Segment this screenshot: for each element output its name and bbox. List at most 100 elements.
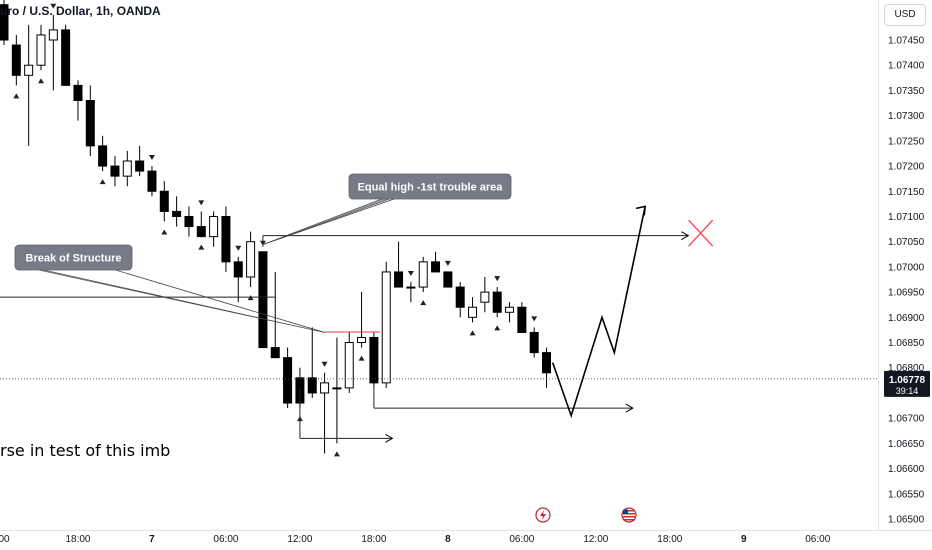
y-tick-label: 1.06600 bbox=[888, 464, 925, 475]
candle-body bbox=[98, 145, 108, 167]
up-marker bbox=[420, 300, 427, 306]
candle-body bbox=[233, 261, 243, 278]
x-tick-label: 18:00 bbox=[361, 534, 386, 545]
down-marker bbox=[235, 245, 242, 251]
candle-body bbox=[480, 291, 490, 303]
candle-body bbox=[406, 286, 416, 289]
candle bbox=[36, 24, 46, 71]
candle bbox=[344, 332, 354, 393]
candle-body bbox=[258, 251, 268, 349]
projection-path bbox=[551, 206, 646, 419]
up-marker bbox=[13, 93, 20, 99]
y-tick-label: 1.06950 bbox=[888, 288, 925, 299]
candle bbox=[381, 261, 391, 388]
candle bbox=[480, 276, 490, 313]
down-marker bbox=[198, 200, 205, 206]
us-flag-stripe bbox=[623, 516, 635, 518]
us-flag-event-icon bbox=[621, 507, 637, 523]
candle bbox=[24, 24, 34, 146]
candle bbox=[406, 282, 416, 303]
candle-body bbox=[468, 306, 478, 318]
candle-body bbox=[283, 357, 293, 404]
candle-body bbox=[135, 160, 145, 172]
y-tick-label: 1.06500 bbox=[888, 515, 925, 526]
up-marker bbox=[333, 451, 340, 457]
y-tick-label: 1.07200 bbox=[888, 162, 925, 173]
x-tick-label: 06:00 bbox=[213, 534, 238, 545]
y-tick-label: 1.06700 bbox=[888, 414, 925, 425]
down-marker bbox=[494, 276, 501, 282]
y-tick-label: 1.06900 bbox=[888, 313, 925, 324]
candle bbox=[455, 282, 465, 318]
candle bbox=[529, 327, 539, 358]
x-tick-label: 8 bbox=[445, 534, 451, 545]
y-axis: 1.07450 1.07400 1.07350 1.07300 1.07250 1.072… bbox=[884, 36, 930, 526]
y-tick-label: 1.06800 bbox=[888, 363, 925, 374]
candle-body bbox=[431, 261, 441, 273]
y-tick-label: 1.06650 bbox=[888, 439, 925, 450]
us-flag-stripe bbox=[623, 510, 635, 512]
candle-body bbox=[196, 226, 206, 238]
candle-body bbox=[48, 29, 58, 41]
equal-high-callout-label: Equal high -1st trouble area bbox=[358, 182, 504, 194]
candle bbox=[147, 166, 157, 197]
candle-body bbox=[0, 4, 9, 41]
candle-body bbox=[221, 215, 231, 263]
break-of-structure-callout: Break of Structure bbox=[14, 244, 325, 333]
y-tick-label: 1.07300 bbox=[888, 111, 925, 122]
candle bbox=[431, 251, 441, 273]
lightning-event-icon bbox=[535, 507, 551, 523]
break-of-structure-callout-label: Break of Structure bbox=[26, 253, 122, 265]
candle-body bbox=[357, 336, 367, 344]
candle bbox=[221, 206, 231, 272]
down-marker bbox=[148, 155, 155, 161]
y-tick-label: 1.07050 bbox=[888, 237, 925, 248]
caption-text: rse in test of this imb bbox=[0, 441, 171, 460]
candle-body bbox=[455, 286, 465, 308]
candle bbox=[283, 347, 293, 409]
candle bbox=[122, 150, 132, 187]
candle bbox=[209, 211, 219, 247]
up-marker bbox=[198, 244, 205, 250]
x-tick-label: 12:00 bbox=[583, 534, 608, 545]
us-flag-stripe bbox=[623, 519, 635, 521]
candle bbox=[357, 292, 367, 348]
x-tick-label: 12:00 bbox=[287, 534, 312, 545]
candle bbox=[542, 347, 552, 388]
up-marker bbox=[358, 355, 365, 361]
candle bbox=[468, 297, 478, 323]
x-tick-label: 06:00 bbox=[805, 534, 830, 545]
equal-high-callout: Equal high -1st trouble area bbox=[263, 173, 512, 245]
candle bbox=[258, 251, 268, 349]
currency-button[interactable]: USD bbox=[884, 4, 926, 26]
candle-body bbox=[61, 29, 71, 86]
y-tick-label: 1.07250 bbox=[888, 136, 925, 147]
candles-layer bbox=[0, 0, 552, 454]
candle-body bbox=[122, 160, 132, 177]
break-of-structure-callout-box bbox=[14, 244, 133, 271]
down-marker bbox=[444, 260, 451, 266]
down-marker bbox=[531, 316, 538, 322]
candle-body bbox=[320, 382, 330, 394]
equal-high-callout-box bbox=[348, 173, 512, 200]
x-tick-label: 06:00 bbox=[509, 534, 534, 545]
candle-body bbox=[246, 241, 256, 278]
candle bbox=[369, 332, 379, 388]
candle bbox=[98, 135, 108, 172]
candle bbox=[505, 302, 515, 323]
red-x-mark bbox=[688, 219, 714, 247]
low-target-line-2-arrowhead bbox=[625, 403, 634, 413]
candle-body bbox=[147, 170, 157, 192]
grid-layer bbox=[0, 0, 932, 531]
candle bbox=[517, 302, 527, 333]
candle-body bbox=[24, 64, 34, 76]
candle bbox=[320, 372, 330, 454]
up-marker bbox=[99, 179, 106, 185]
candle bbox=[0, 0, 9, 46]
candle bbox=[492, 287, 502, 318]
candle bbox=[159, 181, 169, 222]
us-flag-stripe bbox=[623, 513, 635, 515]
candle-body bbox=[394, 271, 404, 288]
